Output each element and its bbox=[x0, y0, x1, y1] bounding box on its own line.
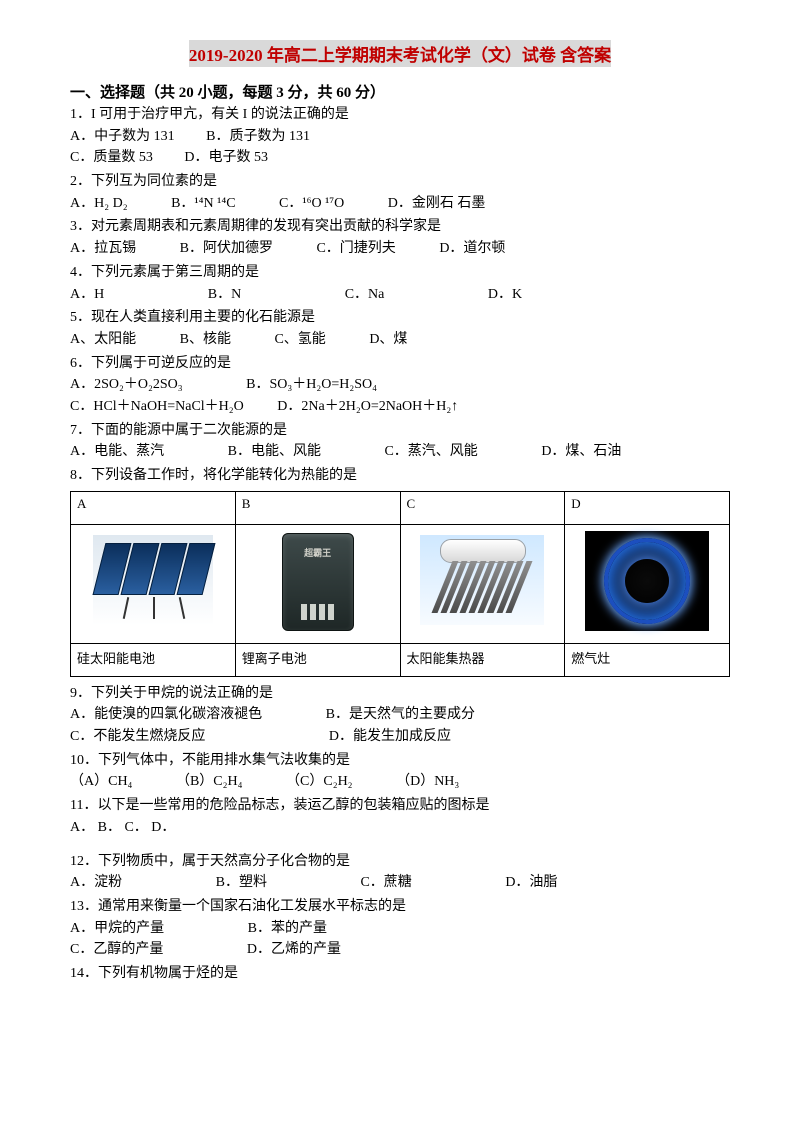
q8-hA: A bbox=[71, 491, 236, 524]
q13-A: A．甲烷的产量 bbox=[70, 918, 164, 940]
q1-stem: 1．I 可用于治疗甲亢，有关 I 的说法正确的是 bbox=[70, 104, 730, 126]
q4-stem: 4．下列元素属于第三周期的是 bbox=[70, 262, 730, 284]
q1-C: C．质量数 53 bbox=[70, 147, 153, 169]
q8-imgB: 超霸王 bbox=[235, 524, 400, 643]
q9-D: D．能发生加成反应 bbox=[329, 726, 451, 748]
q8-imgA bbox=[71, 524, 236, 643]
q10-D: （D）NH₃ bbox=[396, 771, 459, 793]
q12-D: D．油脂 bbox=[505, 872, 557, 894]
section-heading: 一、选择题（共 20 小题，每题 3 分，共 60 分） bbox=[70, 81, 730, 102]
q11-stem: 11．以下是一些常用的危险品标志，装运乙醇的包装箱应贴的图标是 bbox=[70, 795, 730, 817]
q1-opts-row1: A．中子数为 131 B．质子数为 131 bbox=[70, 126, 730, 148]
q6-B: B．SO₃＋H₂O=H₂SO₄ bbox=[246, 374, 377, 396]
q7-B: B．电能、风能 bbox=[228, 441, 321, 463]
q14-stem: 14．下列有机物属于烃的是 bbox=[70, 963, 730, 985]
q3-stem: 3．对元素周期表和元素周期律的发现有突出贡献的科学家是 bbox=[70, 216, 730, 238]
q12-C: C．蔗糖 bbox=[360, 872, 411, 894]
q8-capC: 太阳能集热器 bbox=[400, 643, 565, 676]
q8-image-row: 超霸王 bbox=[71, 524, 730, 643]
gas-stove-icon bbox=[585, 531, 709, 631]
q9-C: C．不能发生燃烧反应 bbox=[70, 726, 205, 748]
q4-A: A．H bbox=[70, 284, 104, 306]
q9-opts-row1: A．能使溴的四氯化碳溶液褪色 B．是天然气的主要成分 bbox=[70, 704, 730, 726]
q8-header-row: A B C D bbox=[71, 491, 730, 524]
q10-opts: （A）CH₄ （B）C₂H₄ （C）C₂H₂ （D）NH₃ bbox=[70, 771, 730, 793]
q7-opts: A．电能、蒸汽 B．电能、风能 C．蒸汽、风能 D．煤、石油 bbox=[70, 441, 730, 463]
q8-capB: 锂离子电池 bbox=[235, 643, 400, 676]
q5-opts: A、太阳能 B、核能 C、氢能 D、煤 bbox=[70, 329, 730, 351]
q3-B: B．阿伏加德罗 bbox=[180, 238, 273, 260]
solar-water-heater-icon bbox=[420, 535, 544, 625]
spacer bbox=[70, 839, 730, 849]
q12-opts: A．淀粉 B．塑料 C．蔗糖 D．油脂 bbox=[70, 872, 730, 894]
q8-hD: D bbox=[565, 491, 730, 524]
q3-C: C．门捷列夫 bbox=[316, 238, 395, 260]
q7-A: A．电能、蒸汽 bbox=[70, 441, 164, 463]
q7-C: C．蒸汽、风能 bbox=[384, 441, 477, 463]
q8-stem: 8．下列设备工作时，将化学能转化为热能的是 bbox=[70, 465, 730, 487]
q5-A: A、太阳能 bbox=[70, 329, 136, 351]
q6-opts-row1: A．2SO₂＋O₂2SO₃ B．SO₃＋H₂O=H₂SO₄ bbox=[70, 374, 730, 396]
q9-B: B．是天然气的主要成分 bbox=[326, 704, 475, 726]
q4-B: B．N bbox=[208, 284, 241, 306]
q6-D: D．2Na＋2H₂O=2NaOH＋H₂↑ bbox=[277, 396, 458, 418]
q8-table: A B C D 超霸王 bbox=[70, 491, 730, 677]
q10-stem: 10．下列气体中，不能用排水集气法收集的是 bbox=[70, 750, 730, 772]
solar-panel-icon bbox=[93, 535, 213, 625]
q2-opts: A．H₂ D₂ B．¹⁴N ¹⁴C C．¹⁶O ¹⁷O D．金刚石 石墨 bbox=[70, 193, 730, 215]
page-title: 2019-2020 年高二上学期期末考试化学（文）试卷 含答案 bbox=[189, 40, 611, 67]
q5-C: C、氢能 bbox=[274, 329, 325, 351]
q4-C: C．Na bbox=[345, 284, 385, 306]
q12-B: B．塑料 bbox=[216, 872, 267, 894]
q1-opts-row2: C．质量数 53 D．电子数 53 bbox=[70, 147, 730, 169]
q13-opts-row2: C．乙醇的产量 D．乙烯的产量 bbox=[70, 939, 730, 961]
q2-stem: 2．下列互为同位素的是 bbox=[70, 171, 730, 193]
q6-A: A．2SO₂＋O₂2SO₃ bbox=[70, 374, 183, 396]
q9-opts-row2: C．不能发生燃烧反应 D．能发生加成反应 bbox=[70, 726, 730, 748]
q13-opts-row1: A．甲烷的产量 B．苯的产量 bbox=[70, 918, 730, 940]
q4-opts: A．H B．N C．Na D．K bbox=[70, 284, 730, 306]
q13-B: B．苯的产量 bbox=[248, 918, 327, 940]
q10-A: （A）CH₄ bbox=[70, 771, 132, 793]
q1-D: D．电子数 53 bbox=[184, 147, 268, 169]
q8-hB: B bbox=[235, 491, 400, 524]
q1-B: B．质子数为 131 bbox=[206, 126, 310, 148]
title-wrap: 2019-2020 年高二上学期期末考试化学（文）试卷 含答案 bbox=[70, 40, 730, 67]
q2-C: C．¹⁶O ¹⁷O bbox=[279, 193, 344, 215]
q5-D: D、煤 bbox=[369, 329, 407, 351]
q10-B: （B）C₂H₄ bbox=[176, 771, 243, 793]
q8-capD: 燃气灶 bbox=[565, 643, 730, 676]
q9-stem: 9．下列关于甲烷的说法正确的是 bbox=[70, 683, 730, 705]
lithium-battery-icon: 超霸王 bbox=[282, 533, 354, 631]
q3-opts: A．拉瓦锡 B．阿伏加德罗 C．门捷列夫 D．道尔顿 bbox=[70, 238, 730, 260]
q3-D: D．道尔顿 bbox=[439, 238, 505, 260]
q6-opts-row2: C．HCl＋NaOH=NaCl＋H₂O D．2Na＋2H₂O=2NaOH＋H₂↑ bbox=[70, 396, 730, 418]
q4-D: D．K bbox=[488, 284, 522, 306]
q8-capA: 硅太阳能电池 bbox=[71, 643, 236, 676]
q2-D: D．金刚石 石墨 bbox=[388, 193, 486, 215]
q8-imgC bbox=[400, 524, 565, 643]
q5-B: B、核能 bbox=[180, 329, 231, 351]
q12-stem: 12．下列物质中，属于天然高分子化合物的是 bbox=[70, 851, 730, 873]
q13-stem: 13．通常用来衡量一个国家石油化工发展水平标志的是 bbox=[70, 896, 730, 918]
q2-B: B．¹⁴N ¹⁴C bbox=[171, 193, 235, 215]
q7-D: D．煤、石油 bbox=[541, 441, 621, 463]
q6-stem: 6．下列属于可逆反应的是 bbox=[70, 353, 730, 375]
exam-page: 2019-2020 年高二上学期期末考试化学（文）试卷 含答案 一、选择题（共 … bbox=[0, 0, 800, 1025]
q6-C: C．HCl＋NaOH=NaCl＋H₂O bbox=[70, 396, 244, 418]
q8-imgD bbox=[565, 524, 730, 643]
q7-stem: 7．下面的能源中属于二次能源的是 bbox=[70, 420, 730, 442]
q8-caption-row: 硅太阳能电池 锂离子电池 太阳能集热器 燃气灶 bbox=[71, 643, 730, 676]
q3-A: A．拉瓦锡 bbox=[70, 238, 136, 260]
q12-A: A．淀粉 bbox=[70, 872, 122, 894]
q13-C: C．乙醇的产量 bbox=[70, 939, 163, 961]
q13-D: D．乙烯的产量 bbox=[247, 939, 341, 961]
q8-hC: C bbox=[400, 491, 565, 524]
q1-A: A．中子数为 131 bbox=[70, 126, 175, 148]
q5-stem: 5．现在人类直接利用主要的化石能源是 bbox=[70, 307, 730, 329]
q9-A: A．能使溴的四氯化碳溶液褪色 bbox=[70, 704, 262, 726]
q11-opts: A． B． C． D． bbox=[70, 817, 730, 839]
q10-C: （C）C₂H₂ bbox=[286, 771, 353, 793]
q2-A: A．H₂ D₂ bbox=[70, 193, 128, 215]
